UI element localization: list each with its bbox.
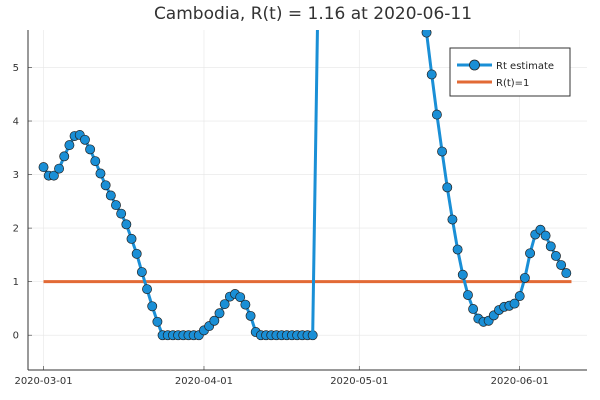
data-point (126, 233, 137, 244)
data-point (111, 200, 121, 211)
series-line-rt-estimate (42, 133, 313, 337)
data-point (38, 162, 49, 173)
data-point (152, 316, 163, 327)
data-point (240, 299, 251, 310)
data-point (426, 69, 437, 80)
data-point (79, 134, 90, 145)
y-tick-label: 5 (13, 63, 19, 74)
data-point (442, 182, 453, 193)
data-point (214, 308, 225, 319)
data-point (116, 208, 127, 219)
data-point (121, 219, 132, 230)
data-point (100, 180, 111, 191)
data-point (219, 299, 230, 310)
data-point (556, 260, 567, 271)
data-point (457, 269, 468, 280)
legend-label-rt-one: R(t)=1 (496, 78, 529, 89)
data-point (463, 290, 473, 300)
y-tick-label: 0 (13, 331, 19, 342)
x-tick-label: 2020-04-01 (175, 376, 233, 387)
data-point (421, 30, 432, 38)
data-point (105, 190, 116, 201)
legend: Rt estimate R(t)=1 (449, 47, 571, 97)
y-tick-label: 3 (13, 170, 19, 181)
data-point (245, 310, 256, 321)
data-point (54, 163, 65, 174)
data-point (561, 268, 572, 279)
y-tick-label: 4 (13, 117, 19, 128)
x-tick-label: 2020-05-01 (330, 376, 388, 387)
data-point (90, 156, 101, 167)
series-line-rt-estimate (311, 30, 319, 336)
data-point (447, 214, 458, 225)
data-point (519, 272, 530, 283)
data-point (235, 292, 246, 303)
data-point (142, 284, 152, 295)
data-point (452, 244, 463, 255)
data-point (514, 291, 525, 302)
data-point (437, 146, 448, 157)
x-tick-label: 2020-06-01 (491, 376, 549, 387)
legend-label-rt-estimate: Rt estimate (496, 61, 554, 72)
y-tick-label: 1 (13, 277, 19, 288)
data-point (468, 304, 479, 314)
legend-box (449, 47, 571, 97)
data-point (136, 267, 147, 277)
x-tick-label: 2020-03-01 (14, 376, 72, 387)
data-point (209, 315, 220, 326)
data-point (540, 230, 551, 241)
data-point (48, 170, 59, 181)
data-point (147, 301, 158, 312)
legend-marker-rt-estimate (469, 59, 480, 71)
data-point (509, 298, 520, 309)
data-point (431, 109, 442, 120)
data-point (525, 248, 536, 259)
data-point (545, 241, 556, 252)
data-point (131, 248, 142, 259)
data-point (550, 251, 561, 261)
data-point (59, 151, 70, 162)
data-point (85, 144, 96, 155)
axes (27, 30, 587, 371)
series (38, 30, 572, 341)
chart-title: Cambodia, R(t) = 1.16 at 2020-06-11 (154, 4, 472, 24)
y-tick-label: 2 (13, 224, 19, 235)
tick-labels: 0 1 2 3 4 5 2020-03-01 2020-04-01 2020-05-01 2020… (13, 63, 549, 387)
data-point (64, 140, 75, 151)
data-point (95, 168, 106, 179)
